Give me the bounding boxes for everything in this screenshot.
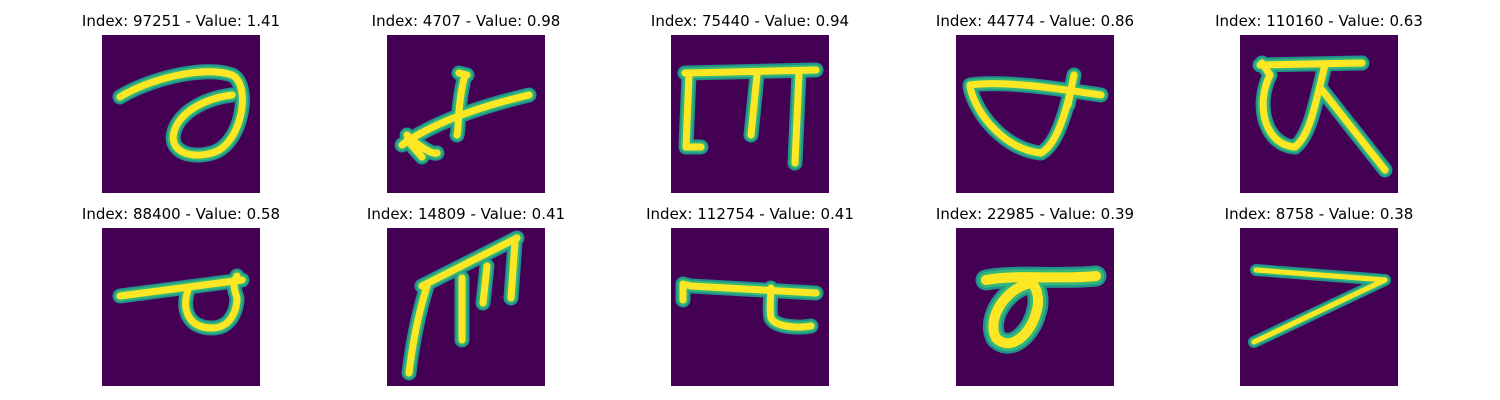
panel-title: Index: 22985 - Value: 0.39 <box>935 205 1135 223</box>
panel-title: Index: 8758 - Value: 0.38 <box>1224 205 1414 223</box>
handwritten-glyph-image <box>671 35 829 193</box>
handwritten-glyph-image <box>102 35 260 193</box>
glyph-strokes <box>112 64 250 163</box>
handwritten-glyph-image <box>387 228 545 386</box>
handwritten-glyph-image <box>671 228 829 386</box>
handwritten-glyph-image <box>102 228 260 386</box>
glyph-strokes <box>1252 55 1393 178</box>
panel-title: Index: 112754 - Value: 0.41 <box>646 205 854 223</box>
handwritten-glyph-image <box>956 35 1114 193</box>
glyph-strokes <box>1248 264 1391 348</box>
glyph-strokes <box>401 230 525 381</box>
panel-title: Index: 75440 - Value: 0.94 <box>650 12 850 30</box>
glyph-strokes <box>112 268 250 336</box>
panel-title: Index: 88400 - Value: 0.58 <box>81 205 281 223</box>
panel-title: Index: 14809 - Value: 0.41 <box>366 205 566 223</box>
handwritten-glyph-image <box>956 228 1114 386</box>
glyph-strokes <box>975 265 1107 354</box>
handwritten-glyph-image <box>387 35 545 193</box>
glyph-strokes <box>962 67 1109 161</box>
panel-title: Index: 110160 - Value: 0.63 <box>1215 12 1423 30</box>
glyph-strokes <box>394 65 537 165</box>
glyph-strokes <box>675 276 824 335</box>
handwritten-glyph-image <box>1240 228 1398 386</box>
panel-title: Index: 4707 - Value: 0.98 <box>371 12 561 30</box>
panel-title: Index: 97251 - Value: 1.41 <box>81 12 281 30</box>
handwritten-glyph-image <box>1240 35 1398 193</box>
panel-title: Index: 44774 - Value: 0.86 <box>935 12 1135 30</box>
glyph-strokes <box>677 62 824 171</box>
